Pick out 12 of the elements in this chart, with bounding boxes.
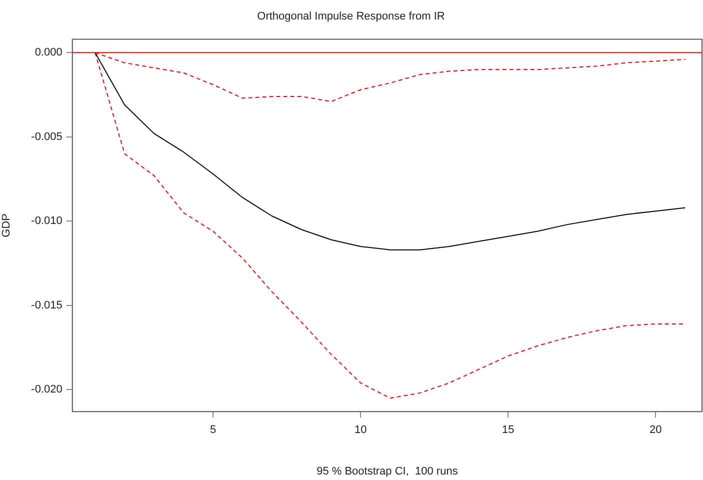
x-tick-label: 10 bbox=[354, 424, 367, 436]
y-tick-label: -0.020 bbox=[31, 384, 62, 396]
x-tick-label: 15 bbox=[502, 424, 514, 436]
y-tick-label: -0.015 bbox=[31, 299, 62, 312]
chart-title: Orthogonal Impulse Response from IR bbox=[257, 10, 445, 23]
y-tick-label: -0.005 bbox=[31, 130, 62, 143]
y-axis-title: GDP bbox=[0, 213, 13, 238]
x-tick-label: 5 bbox=[210, 424, 216, 436]
x-tick-label: 20 bbox=[650, 424, 662, 436]
x-axis-title: 95 % Bootstrap CI, 100 runs bbox=[316, 465, 458, 478]
y-tick-label: 0.000 bbox=[34, 46, 62, 59]
y-tick-label: -0.010 bbox=[31, 215, 62, 228]
